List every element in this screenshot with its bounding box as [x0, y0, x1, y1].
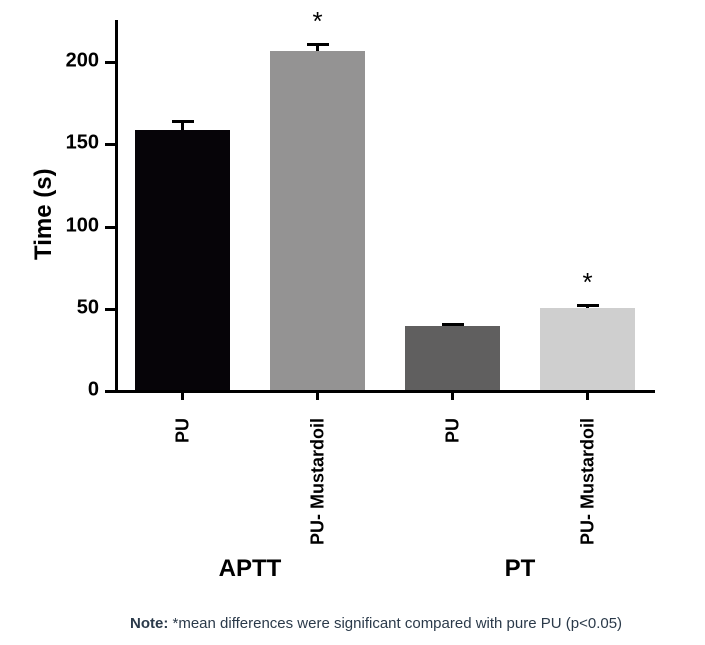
x-axis — [115, 390, 655, 393]
bar-chart: Time (s) Note: *mean differences were si… — [0, 0, 705, 645]
xtick — [586, 390, 589, 400]
chart-note-text: *mean differences were significant compa… — [173, 615, 623, 632]
group-label: APTT — [219, 555, 282, 583]
x-category-label: PU- Mustardoil — [307, 418, 328, 545]
bar — [135, 130, 230, 390]
bar — [540, 308, 635, 390]
ytick — [105, 390, 115, 393]
chart-note-lead: Note: — [130, 615, 173, 632]
x-category-label: PU- Mustardoil — [577, 418, 598, 545]
xtick — [181, 390, 184, 400]
error-cap — [172, 120, 194, 123]
x-category-label: PU — [442, 418, 463, 443]
x-category-label: PU — [172, 418, 193, 443]
ytick — [105, 61, 115, 64]
significance-star: * — [582, 267, 592, 298]
ytick-label: 100 — [0, 214, 99, 237]
ytick-label: 50 — [0, 296, 99, 319]
ytick — [105, 226, 115, 229]
bar — [270, 51, 365, 390]
ytick-label: 200 — [0, 50, 99, 73]
error-cap — [577, 304, 599, 307]
group-label: PT — [505, 555, 536, 583]
y-axis — [115, 20, 118, 393]
ytick — [105, 143, 115, 146]
chart-note: Note: *mean differences were significant… — [130, 615, 622, 632]
significance-star: * — [312, 6, 322, 37]
ytick-label: 150 — [0, 132, 99, 155]
xtick — [316, 390, 319, 400]
ytick — [105, 308, 115, 311]
error-cap — [307, 43, 329, 46]
xtick — [451, 390, 454, 400]
error-cap — [442, 323, 464, 326]
ytick-label: 0 — [0, 379, 99, 402]
bar — [405, 326, 500, 390]
